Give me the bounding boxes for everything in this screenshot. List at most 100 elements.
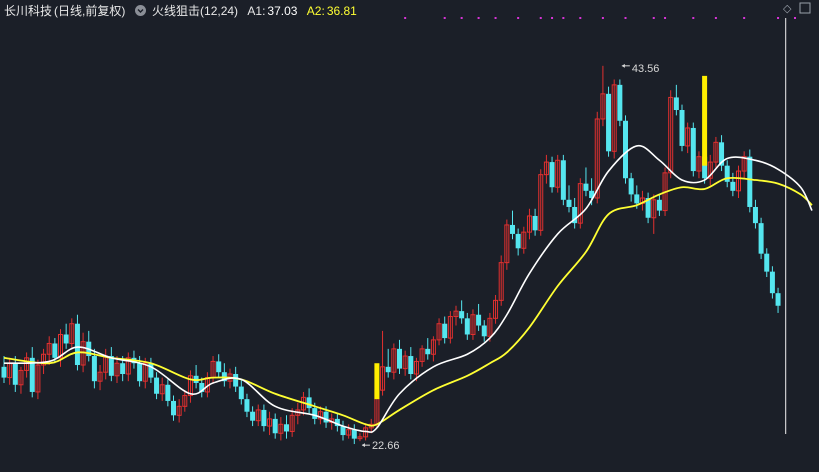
candle-body-down xyxy=(284,424,289,432)
candle-body-up xyxy=(436,323,442,341)
signal-dot xyxy=(517,17,520,19)
signal-dot xyxy=(477,17,480,19)
signal-dot xyxy=(460,17,463,19)
candle-body-down xyxy=(719,142,725,166)
candle-body-down xyxy=(199,382,205,392)
candle-body-down xyxy=(52,343,58,358)
a1-label: A1: xyxy=(247,4,266,18)
signal-dot xyxy=(714,17,717,19)
candle-body-down xyxy=(340,426,346,436)
diamond-icon[interactable]: ◇ xyxy=(783,3,792,15)
signal-dot xyxy=(652,17,655,19)
candle-body-up xyxy=(498,262,504,301)
signal-dot xyxy=(601,17,604,19)
chevron-down-circle-icon[interactable] xyxy=(134,5,146,16)
candle-body-down xyxy=(606,93,612,152)
annotation-arrowhead xyxy=(361,443,365,448)
signal-dot xyxy=(562,17,565,19)
candle-body-up xyxy=(470,314,476,335)
signal-bar xyxy=(374,363,380,400)
signal-dot xyxy=(794,17,796,19)
candle-body-up xyxy=(668,96,674,174)
candle-body-up xyxy=(543,161,549,176)
candle-body-down xyxy=(397,348,402,369)
candle-body-up xyxy=(611,84,617,152)
signal-dot xyxy=(579,17,582,19)
signal-dot xyxy=(551,17,554,19)
candle-body-down xyxy=(312,408,318,419)
signal-dot xyxy=(664,17,667,19)
candle-body-down xyxy=(634,194,640,204)
candle-body-down xyxy=(29,357,35,392)
candle-body-up xyxy=(594,118,600,199)
candle-body-down xyxy=(628,178,634,195)
a2-line xyxy=(3,176,813,427)
candle-body-up xyxy=(114,362,120,377)
candle-body-up xyxy=(577,183,583,224)
candle-body-up xyxy=(46,342,52,355)
signal-dot xyxy=(743,17,746,19)
candle-body-down xyxy=(764,253,770,272)
candle-body-up xyxy=(651,199,657,219)
expand-icon[interactable] xyxy=(799,2,811,17)
candle-body-down xyxy=(165,384,171,401)
candle-body-down xyxy=(250,411,256,421)
candle-body-down xyxy=(656,199,662,211)
indicator-name[interactable]: 火线狙击(12,24) xyxy=(152,4,239,18)
candle-body-down xyxy=(769,271,775,294)
signal-dot xyxy=(777,17,780,19)
candle-body-down xyxy=(583,183,589,191)
candle-body-up xyxy=(493,299,499,319)
candle-body-up xyxy=(97,371,103,382)
candle-body-down xyxy=(617,84,623,121)
candle-body-down xyxy=(261,409,267,427)
stock-name: 长川科技 xyxy=(4,4,53,18)
candle-body-up xyxy=(453,310,459,318)
candle-body-down xyxy=(532,215,538,231)
candle-body-up xyxy=(380,366,386,391)
candle-body-down xyxy=(108,356,114,376)
candle-body-up xyxy=(255,409,261,422)
candle-body-up xyxy=(18,369,24,386)
a1-value: 37.03 xyxy=(267,4,298,18)
candle-body-up xyxy=(555,159,561,188)
candle-body-up xyxy=(538,174,544,231)
candle-body-up xyxy=(447,316,453,339)
candle-body-down xyxy=(459,311,465,319)
candle-body-up xyxy=(278,423,284,434)
candle-body-down xyxy=(724,165,730,182)
candle-body-down xyxy=(515,233,521,249)
candle-body-up xyxy=(707,161,713,179)
candle-body-down xyxy=(216,361,222,373)
candle-body-up xyxy=(24,357,30,371)
candle-body-up xyxy=(696,156,702,172)
candle-body-up xyxy=(419,348,425,362)
a2-label: A2: xyxy=(306,4,325,18)
candle-body-down xyxy=(137,363,143,382)
candle-body-down xyxy=(679,110,685,146)
candle-body-down xyxy=(148,363,154,378)
candle-body-down xyxy=(385,366,391,373)
annotation-label: 43.56 xyxy=(632,63,660,75)
candle-body-down xyxy=(476,314,482,326)
candle-body-down xyxy=(730,181,736,191)
candle-body-up xyxy=(685,127,691,147)
candle-body-down xyxy=(572,206,578,224)
candle-body-down xyxy=(747,156,753,207)
candle-body-up xyxy=(487,317,493,337)
candle-body-down xyxy=(306,397,312,409)
annotation-label: 22.66 xyxy=(372,440,400,452)
a2-value: 36.81 xyxy=(326,4,357,18)
candle-body-down xyxy=(408,356,414,374)
candle-body-down xyxy=(120,363,126,374)
candle-body-down xyxy=(63,334,69,344)
candle-body-down xyxy=(233,374,239,387)
signal-dot xyxy=(624,17,627,19)
candle-body-up xyxy=(125,357,131,375)
candle-body-down xyxy=(673,97,679,110)
candle-body-down xyxy=(702,156,708,179)
candle-body-up xyxy=(289,414,295,432)
candle-body-down xyxy=(589,190,595,198)
